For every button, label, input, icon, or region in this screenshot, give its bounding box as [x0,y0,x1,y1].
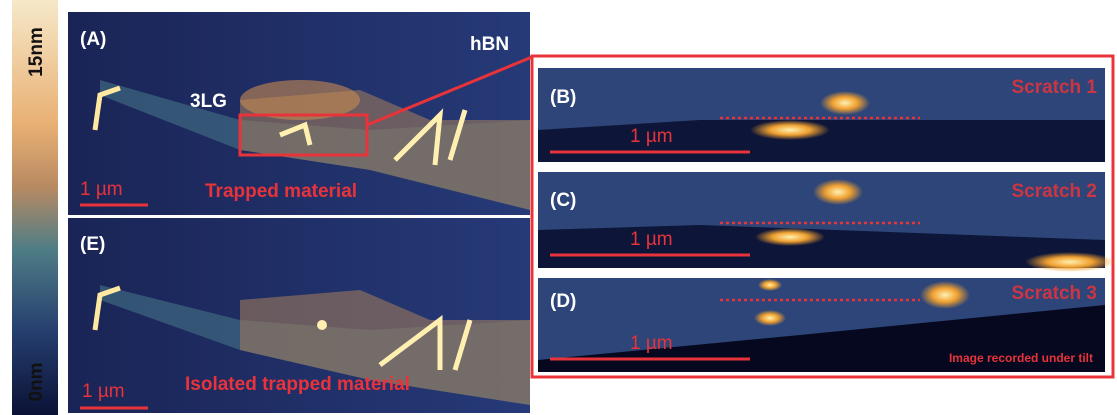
zoom-frame [530,54,1115,379]
caption: Trapped material [205,181,357,202]
scale-bar-label: 1 µm [630,333,673,354]
colorbar [12,0,58,415]
caption: Isolated trapped material [185,374,410,395]
scale-bar-label: 1 µm [630,126,673,147]
scale-bar-label: 1 µm [630,229,673,250]
panel-label: (A) [80,29,106,50]
panel-d: (D) Scratch 3 1 µm Image recorded under … [538,278,1105,372]
panel-b: (B) Scratch 1 1 µm [538,68,1105,162]
caption: Scratch 2 [1011,181,1097,202]
annotation: hBN [470,34,509,55]
colorbar-min: 0nm [26,362,47,401]
panel-label: (E) [80,234,105,255]
panel-a: (A) hBN 3LG 1 µm Trapped material [68,12,530,215]
panel-label: (C) [550,190,576,211]
note: Image recorded under tilt [949,351,1093,365]
annotation: 3LG [190,91,227,112]
zoom-line [366,55,533,127]
caption: Scratch 1 [1011,77,1097,98]
caption: Scratch 3 [1011,283,1097,304]
panel-label: (D) [550,291,576,312]
panel-label: (B) [550,87,576,108]
panel-e: (E) 1 µm Isolated trapped material [68,218,530,413]
colorbar-max: 15nm [26,27,47,77]
scale-bar-label: 1 µm [82,381,125,402]
panel-c: (C) Scratch 2 1 µm [538,172,1115,272]
scale-bar-label: 1 µm [80,179,123,200]
